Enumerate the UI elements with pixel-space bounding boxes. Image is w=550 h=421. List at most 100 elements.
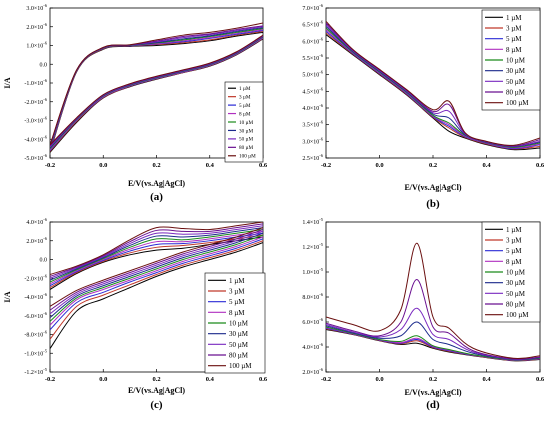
panel-label: (c) bbox=[150, 399, 163, 411]
legend-label: 80 µM bbox=[229, 351, 249, 359]
y-tick-label: 4.0×10-6 bbox=[302, 103, 323, 112]
x-tick-label: 0.2 bbox=[152, 162, 160, 169]
y-tick-label: -2.0×10-6 bbox=[24, 97, 47, 106]
chart-panel-b: -0.2 0.0 0.2 0.4 0.6 2.5×10-6 3.0×10-6 3.5×10-6… bbox=[302, 3, 544, 210]
cv-reverse-line bbox=[50, 222, 263, 275]
legend-label: 100 µM bbox=[239, 154, 256, 160]
y-tick-label: -1.0×10-5 bbox=[24, 348, 47, 357]
x-tick-label: 0.4 bbox=[206, 162, 215, 169]
dpv-line bbox=[326, 22, 540, 147]
legend-label: 8 µM bbox=[239, 111, 251, 117]
x-tick-label: 0.2 bbox=[152, 376, 160, 383]
cv-reverse-line bbox=[50, 229, 263, 283]
y-tick-label: 8.0×10-6 bbox=[302, 292, 323, 301]
legend-label: 30 µM bbox=[239, 128, 253, 134]
x-tick-label: -0.2 bbox=[45, 162, 55, 169]
legend: 1 µM 3 µM 5 µM 8 µM 10 µM 30 µM 50 µM 80 µM 100 … bbox=[224, 81, 264, 163]
y-tick-label: -5.0×10-6 bbox=[24, 153, 47, 162]
x-tick-label: 0.0 bbox=[375, 376, 383, 383]
cv-reverse-line bbox=[50, 234, 263, 289]
series-group bbox=[326, 242, 540, 362]
legend-label: 8 µM bbox=[506, 258, 522, 266]
y-tick-label: 7.0×10-6 bbox=[302, 3, 323, 12]
cv-forward-line bbox=[50, 230, 263, 315]
x-tick-label: 0.4 bbox=[482, 162, 491, 169]
legend-label: 3 µM bbox=[229, 287, 245, 295]
legend-label: 3 µM bbox=[506, 236, 522, 244]
x-tick-label: 0.4 bbox=[206, 376, 215, 383]
legend-label: 5 µM bbox=[506, 247, 522, 255]
series-group bbox=[50, 22, 263, 153]
x-tick-label: 0.4 bbox=[482, 376, 491, 383]
dpv-line bbox=[326, 242, 540, 360]
legend-label: 50 µM bbox=[506, 78, 526, 86]
y-tick-label: 2.5×10-6 bbox=[302, 153, 323, 162]
panel-label: (a) bbox=[150, 191, 163, 203]
dpv-line bbox=[326, 27, 540, 148]
legend-label: 50 µM bbox=[506, 290, 526, 298]
chart-panel-c: -0.2 0.0 0.2 0.4 0.6 -1.2×10-5 -1.0×10-5 -8.0×1… bbox=[3, 217, 268, 411]
legend-label: 80 µM bbox=[239, 145, 253, 151]
legend-label: 100 µM bbox=[229, 362, 252, 370]
y-tick-label: 2.0×10-6 bbox=[302, 367, 323, 376]
y-tick-label: 5.0×10-6 bbox=[302, 70, 323, 79]
legend-label: 50 µM bbox=[229, 341, 249, 349]
legend-label: 1 µM bbox=[506, 14, 522, 22]
cv-forward-line bbox=[50, 229, 263, 311]
legend-label: 30 µM bbox=[506, 67, 526, 75]
legend-label: 10 µM bbox=[239, 120, 253, 126]
y-tick-label: 0.0 bbox=[40, 258, 48, 264]
y-tick-label: 3.0×10-6 bbox=[302, 136, 323, 145]
legend-label: 80 µM bbox=[506, 88, 526, 96]
y-tick-label: 1.2×10-5 bbox=[302, 242, 323, 251]
x-tick-label: 0.0 bbox=[375, 162, 383, 169]
x-tick-label: 0.6 bbox=[259, 376, 268, 383]
cv-reverse-line bbox=[50, 223, 263, 277]
legend: 1 µM 3 µM 5 µM 8 µM 10 µM 30 µM 50 µM 80 µM 100 … bbox=[204, 272, 266, 374]
legend-label: 8 µM bbox=[506, 46, 522, 54]
legend-label: 30 µM bbox=[506, 279, 526, 287]
cv-reverse-line bbox=[50, 232, 263, 287]
legend-label: 1 µM bbox=[506, 226, 522, 234]
x-tick-label: 0.0 bbox=[99, 376, 107, 383]
legend-label: 10 µM bbox=[229, 319, 249, 327]
y-tick-label: 6.5×10-6 bbox=[302, 20, 323, 29]
cv-forward-line bbox=[50, 242, 263, 349]
cv-reverse-line bbox=[50, 225, 263, 279]
x-tick-label: 0.2 bbox=[429, 162, 437, 169]
legend-label: 5 µM bbox=[506, 35, 522, 43]
panel-label: (d) bbox=[426, 399, 440, 411]
legend-label: 100 µM bbox=[506, 99, 529, 107]
legend-label: 10 µM bbox=[506, 268, 526, 276]
y-tick-label: 6.0×10-6 bbox=[302, 36, 323, 45]
x-tick-label: -0.2 bbox=[321, 376, 331, 383]
x-tick-label: 0.6 bbox=[536, 376, 545, 383]
cv-reverse-line bbox=[50, 227, 263, 281]
x-axis-title: E/V(vs.Ag|AgCl) bbox=[404, 183, 461, 192]
chart-panel-d: -0.2 0.0 0.2 0.4 0.6 2.0×10-6 4.0×10-6 6.0×10-6… bbox=[302, 217, 544, 411]
y-tick-label: -3.0×10-6 bbox=[24, 116, 47, 125]
y-tick-label: 1.4×10-5 bbox=[302, 217, 323, 226]
y-tick-label: 4.0×10-6 bbox=[302, 342, 323, 351]
legend-label: 3 µM bbox=[239, 94, 251, 100]
y-tick-label: -6.0×10-6 bbox=[24, 311, 47, 320]
x-axis-title: E/V(vs.Ag|AgCl) bbox=[128, 386, 185, 395]
x-axis-title: E/V(vs.Ag|AgCl) bbox=[404, 388, 461, 397]
cv-forward-line bbox=[50, 238, 263, 331]
y-tick-label: 3.5×10-6 bbox=[302, 120, 323, 129]
legend-label: 5 µM bbox=[229, 298, 245, 306]
y-tick-label: 1.0×10-6 bbox=[26, 41, 47, 50]
legend-label: 100 µM bbox=[506, 311, 529, 319]
legend-label: 50 µM bbox=[239, 137, 253, 143]
y-tick-label: -2.0×10-6 bbox=[24, 273, 47, 282]
cv-reverse-line bbox=[50, 22, 263, 146]
y-tick-label: 3.0×10-6 bbox=[26, 3, 47, 12]
x-tick-label: -0.2 bbox=[45, 376, 55, 383]
y-tick-label: 2.0×10-6 bbox=[26, 22, 47, 31]
panel-label: (b) bbox=[426, 198, 440, 210]
legend-label: 30 µM bbox=[229, 330, 249, 338]
y-axis-title: I/A bbox=[3, 77, 12, 88]
legend-label: 80 µM bbox=[506, 300, 526, 308]
legend: 1 µM 3 µM 5 µM 8 µM 10 µM 30 µM 50 µM 80 µM 100 … bbox=[481, 221, 541, 323]
